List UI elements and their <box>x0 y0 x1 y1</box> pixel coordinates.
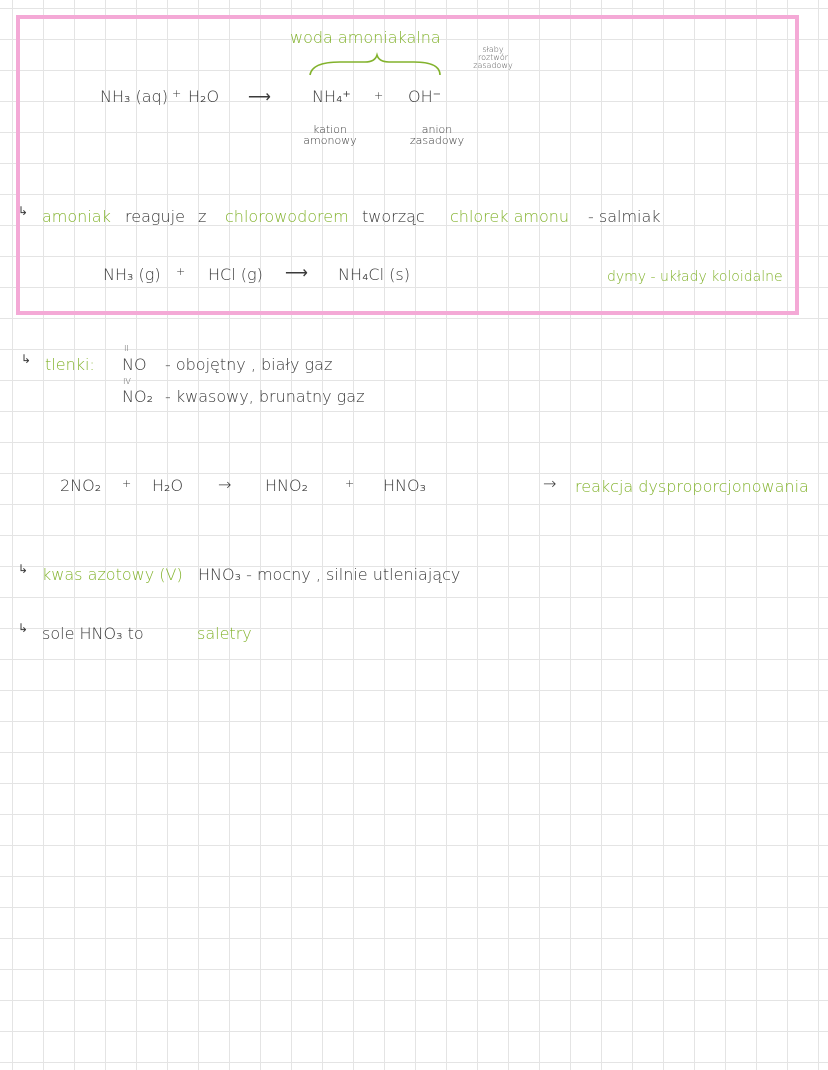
formula: H₂O <box>152 476 184 495</box>
term: kwas azotowy (V) <box>18 563 183 583</box>
highlight-box <box>16 15 799 315</box>
plus: + <box>374 89 384 102</box>
formula: NH₃ (g) <box>103 265 161 284</box>
word: chlorek amonu <box>450 207 570 226</box>
formula: HNO₂ <box>265 476 309 495</box>
note: reakcja dysproporcjonowania <box>575 477 809 496</box>
word: reaguje <box>125 207 185 226</box>
note: dymy - układy koloidalne <box>607 269 783 285</box>
word: z <box>198 207 207 226</box>
formula: H₂O <box>188 87 220 106</box>
oxides-label: tlenki: <box>21 353 95 373</box>
formula: NO <box>122 355 147 374</box>
label: anion zasadowy <box>409 123 465 147</box>
arrow: ⟶ <box>285 263 308 282</box>
formula: NO₂ <box>122 387 153 406</box>
word: chlorowodorem <box>225 207 349 226</box>
text: HNO₃ - mocny , silnie utleniający <box>198 565 461 584</box>
plus: + <box>176 265 186 278</box>
description: - obojętny , biały gaz <box>165 355 333 374</box>
word: - salmiak <box>588 207 661 226</box>
valence: II <box>124 344 129 353</box>
valence: IV <box>123 377 131 386</box>
heading: woda amoniakalna <box>290 28 441 47</box>
label: kation amonowy <box>303 123 357 147</box>
arrow: ⟶ <box>248 87 271 106</box>
formula: OH⁻ <box>408 87 442 106</box>
plus: + <box>345 477 355 490</box>
word: tworząc <box>362 207 425 226</box>
formula: 2NO₂ <box>60 476 102 495</box>
arrow: → <box>543 474 557 493</box>
brace <box>309 52 441 76</box>
plus: + <box>172 87 182 100</box>
arrow: → <box>218 475 232 494</box>
formula: NH₃ (aq) <box>100 87 168 106</box>
formula: NH₄⁺ <box>312 87 351 106</box>
plus: + <box>122 477 132 490</box>
formula: NH₄Cl (s) <box>338 265 410 284</box>
formula: HNO₃ <box>383 476 427 495</box>
text: sole HNO₃ to <box>18 622 144 642</box>
formula: HCl (g) <box>208 265 263 284</box>
heading-note: słaby roztwór zasadowy <box>473 45 513 70</box>
description: - kwasowy, brunatny gaz <box>165 387 365 406</box>
term: saletry <box>197 624 252 643</box>
word: amoniak <box>18 205 111 225</box>
